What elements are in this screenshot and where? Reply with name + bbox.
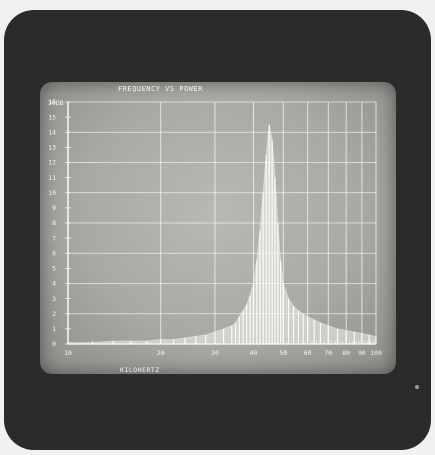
chart-area	[67, 124, 377, 345]
y-tick-label: 3	[52, 295, 56, 303]
spectrum-chart: FREQUENCY VS POWER 20DB 1615141312111098…	[48, 85, 382, 374]
x-axis: 10 20 30 40 50 60 70 80 90 100	[64, 349, 382, 357]
y-tick-label: 0	[52, 340, 56, 348]
x-tick-label: 10	[64, 349, 72, 357]
y-tick-label: 9	[52, 204, 56, 212]
y-tick-label: 8	[52, 219, 56, 227]
y-tick-label: 7	[52, 234, 56, 242]
spectrum-area	[67, 124, 377, 345]
y-tick-label: 14	[48, 128, 56, 136]
chart-title: FREQUENCY VS POWER	[118, 85, 203, 93]
y-tick-label: 15	[48, 113, 56, 121]
y-tick-label: 4	[52, 280, 56, 288]
y-tick-label: 11	[48, 174, 56, 182]
x-axis-label: KILOHERTZ	[120, 366, 160, 374]
x-tick-label: 90	[358, 349, 366, 357]
x-tick-label: 100	[370, 349, 382, 357]
x-tick-label: 70	[324, 349, 332, 357]
x-tick-label: 60	[304, 349, 312, 357]
x-tick-label: 50	[279, 349, 287, 357]
y-tick-label: 6	[52, 249, 56, 257]
x-tick-label: 30	[211, 349, 219, 357]
x-tick-label: 80	[342, 349, 350, 357]
monitor-indicator-dot	[415, 385, 419, 389]
y-tick-label: 12	[48, 159, 56, 167]
y-tick-label: 16	[48, 98, 56, 106]
y-tick-label: 10	[48, 189, 56, 197]
y-tick-label: 2	[52, 310, 56, 318]
y-axis-max-label: 20DB	[48, 99, 64, 107]
y-tick-label: 1	[52, 325, 56, 333]
crt-screen: FREQUENCY VS POWER 20DB 16 15 14 13 12 11 10 9 8…	[40, 82, 396, 374]
y-tick-label: 13	[48, 144, 56, 152]
y-tick-label: 5	[52, 265, 56, 273]
x-tick-label: 40	[250, 349, 258, 357]
x-tick-label: 20	[157, 349, 165, 357]
chart-grid	[65, 101, 377, 345]
